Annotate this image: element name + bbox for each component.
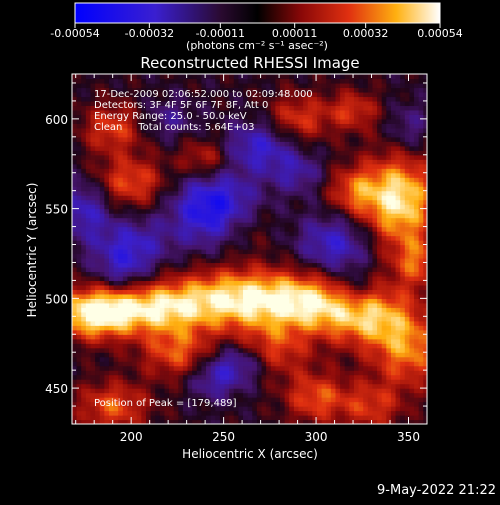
peak-position-label: Position of Peak = [179,489] xyxy=(94,398,237,409)
x-tick-label: 350 xyxy=(397,430,420,444)
y-axis-label: Heliocentric Y (arcsec) xyxy=(25,183,39,318)
y-tick-label: 450 xyxy=(45,382,68,396)
y-tick-label: 550 xyxy=(45,203,68,217)
x-tick-label: 200 xyxy=(120,430,143,444)
colorbar xyxy=(75,3,440,23)
annotation-time: 17-Dec-2009 02:06:52.000 to 02:09:48.000 xyxy=(94,89,313,100)
annotation-detectors: Detectors: 3F 4F 5F 6F 7F 8F, Att 0 xyxy=(94,100,268,111)
colorbar-tick-label: 0.00054 xyxy=(417,27,463,40)
colorbar-tick-label: 0.00032 xyxy=(343,27,389,40)
chart-title: Reconstructed RHESSI Image xyxy=(140,54,359,72)
footer-date: 9-May-2022 21:22 xyxy=(377,483,496,498)
annotation-counts: Clean Total counts: 5.64E+03 xyxy=(94,122,254,133)
colorbar-units: (photons cm⁻² s⁻¹ asec⁻²) xyxy=(186,39,328,52)
colorbar-tick-label: -0.00054 xyxy=(50,27,99,40)
x-tick-label: 300 xyxy=(305,430,328,444)
x-tick-label: 250 xyxy=(212,430,235,444)
y-tick-label: 500 xyxy=(45,292,68,306)
colorbar-tick-label: -0.00032 xyxy=(125,27,174,40)
annotation-energy: Energy Range: 25.0 - 50.0 keV xyxy=(94,111,247,122)
y-tick-label: 600 xyxy=(45,113,68,127)
x-axis-label: Heliocentric X (arcsec) xyxy=(182,447,318,461)
